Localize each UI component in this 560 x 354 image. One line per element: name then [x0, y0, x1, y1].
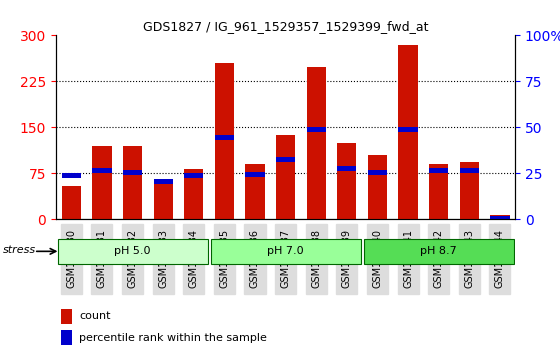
Bar [92, 168, 111, 173]
Bar [60, 330, 72, 345]
Bar [184, 169, 203, 219]
Bar [153, 179, 173, 184]
Bar [460, 162, 479, 219]
Bar [306, 67, 326, 219]
Title: GDS1827 / IG_961_1529357_1529399_fwd_at: GDS1827 / IG_961_1529357_1529399_fwd_at [143, 20, 428, 33]
Bar [245, 172, 265, 177]
Bar [368, 170, 387, 175]
Bar [398, 45, 418, 219]
Text: pH 7.0: pH 7.0 [267, 246, 304, 256]
Bar [276, 157, 295, 162]
Bar [245, 164, 265, 219]
Bar [490, 216, 510, 221]
Bar [429, 164, 449, 219]
Bar [337, 166, 357, 171]
Text: pH 8.7: pH 8.7 [421, 246, 457, 256]
Text: percentile rank within the sample: percentile rank within the sample [79, 332, 267, 343]
Bar [60, 309, 72, 324]
Bar [214, 63, 234, 219]
Bar [306, 127, 326, 132]
Bar [214, 135, 234, 140]
Text: stress: stress [3, 245, 36, 255]
Bar [92, 146, 111, 219]
Bar [62, 186, 81, 219]
Bar [276, 135, 295, 219]
FancyBboxPatch shape [211, 239, 361, 264]
Bar [123, 146, 142, 219]
Bar [429, 168, 449, 173]
Bar [490, 215, 510, 219]
Text: pH 5.0: pH 5.0 [114, 246, 151, 256]
Bar [337, 143, 357, 219]
Text: count: count [79, 311, 110, 321]
Bar [62, 173, 81, 178]
Bar [368, 155, 387, 219]
Bar [153, 182, 173, 219]
Bar [184, 173, 203, 178]
FancyBboxPatch shape [58, 239, 208, 264]
FancyBboxPatch shape [363, 239, 514, 264]
Bar [460, 168, 479, 173]
Bar [123, 170, 142, 175]
Bar [398, 127, 418, 132]
